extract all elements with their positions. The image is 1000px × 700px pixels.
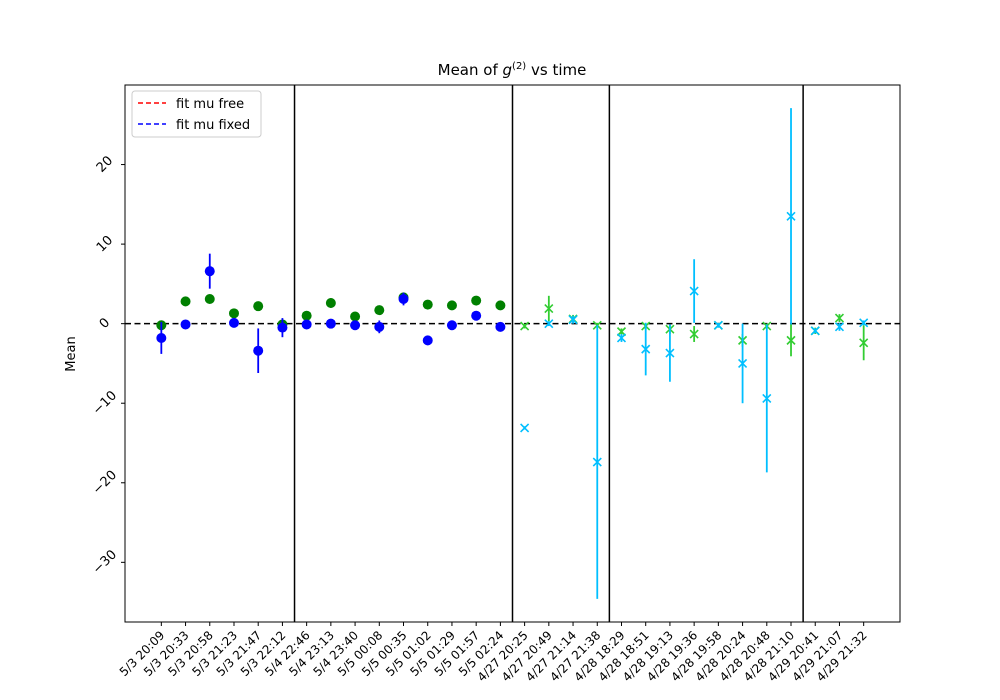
data-point	[228, 308, 239, 319]
data-point	[689, 286, 699, 296]
data-point	[350, 311, 361, 322]
data-point	[325, 318, 336, 329]
data-point	[301, 310, 312, 321]
axes-frame	[124, 84, 901, 623]
data-point	[834, 322, 845, 332]
data-point	[301, 319, 312, 330]
data-point	[446, 300, 457, 311]
data-point	[325, 297, 336, 308]
data-point	[277, 322, 288, 333]
data-point	[204, 294, 215, 305]
data-point	[762, 393, 772, 404]
legend: fit mu free fit mu fixed	[131, 90, 262, 138]
data-point	[495, 300, 506, 311]
legend-label-fit-mu-free: fit mu free	[176, 97, 244, 112]
data-point	[520, 321, 530, 331]
data-point	[374, 321, 385, 332]
data-point	[422, 335, 433, 346]
y-axis-label: Mean	[64, 336, 79, 371]
data-point	[810, 326, 820, 336]
data-point	[520, 423, 530, 433]
data-point	[446, 320, 457, 331]
data-point	[665, 348, 675, 358]
chart-title: Mean of g(2) vs time	[438, 61, 587, 79]
data-point	[495, 321, 506, 332]
series-2	[156, 253, 506, 373]
data-point	[471, 310, 482, 321]
data-point	[859, 338, 869, 348]
data-point	[228, 317, 239, 328]
data-point	[350, 320, 361, 331]
data-point	[253, 301, 264, 312]
data-point	[471, 295, 482, 306]
data-point	[568, 315, 578, 325]
data-point	[204, 266, 215, 277]
data-point	[374, 305, 385, 316]
data-point	[859, 318, 869, 328]
data-point	[713, 320, 723, 330]
series-4	[520, 108, 869, 599]
data-point	[398, 294, 409, 305]
data-point	[180, 296, 191, 307]
legend-label-fit-mu-fixed: fit mu fixed	[176, 118, 250, 133]
data-point	[253, 345, 264, 356]
data-point	[641, 344, 651, 354]
data-point	[616, 333, 627, 343]
data-point	[834, 313, 845, 323]
data-point	[738, 358, 748, 369]
data-point	[180, 319, 191, 330]
data-point	[786, 335, 796, 345]
data-point	[544, 319, 554, 329]
data-point	[156, 332, 167, 343]
data-point	[422, 299, 433, 310]
data-point	[592, 457, 602, 467]
data-point	[786, 211, 796, 221]
data-point	[689, 329, 699, 339]
data-point	[544, 303, 554, 314]
